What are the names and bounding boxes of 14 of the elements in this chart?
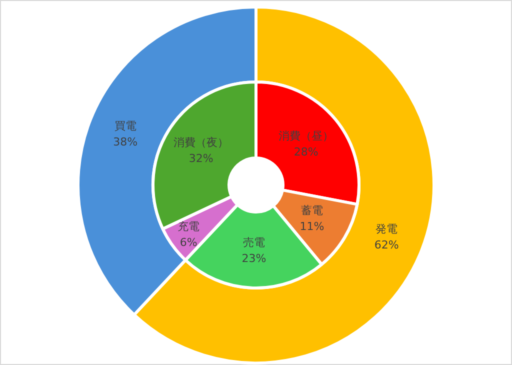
data-label: 62% bbox=[374, 238, 399, 252]
data-label: 6% bbox=[180, 236, 198, 249]
data-label: 32% bbox=[188, 152, 214, 166]
data-label: 23% bbox=[242, 252, 266, 265]
slice-label: 蓄電 bbox=[300, 204, 323, 218]
data-label: 38% bbox=[113, 135, 138, 148]
slice-label: 売電 bbox=[242, 236, 265, 249]
slice-label: 買電 bbox=[114, 119, 136, 132]
slice-label: 充電 bbox=[178, 220, 200, 233]
data-label: 11% bbox=[300, 220, 324, 234]
slice-label: 消費（昼） bbox=[278, 130, 334, 143]
slice-label: 発電 bbox=[376, 222, 398, 236]
slice-label: 消費（夜） bbox=[174, 136, 229, 150]
data-label: 28% bbox=[294, 146, 318, 159]
